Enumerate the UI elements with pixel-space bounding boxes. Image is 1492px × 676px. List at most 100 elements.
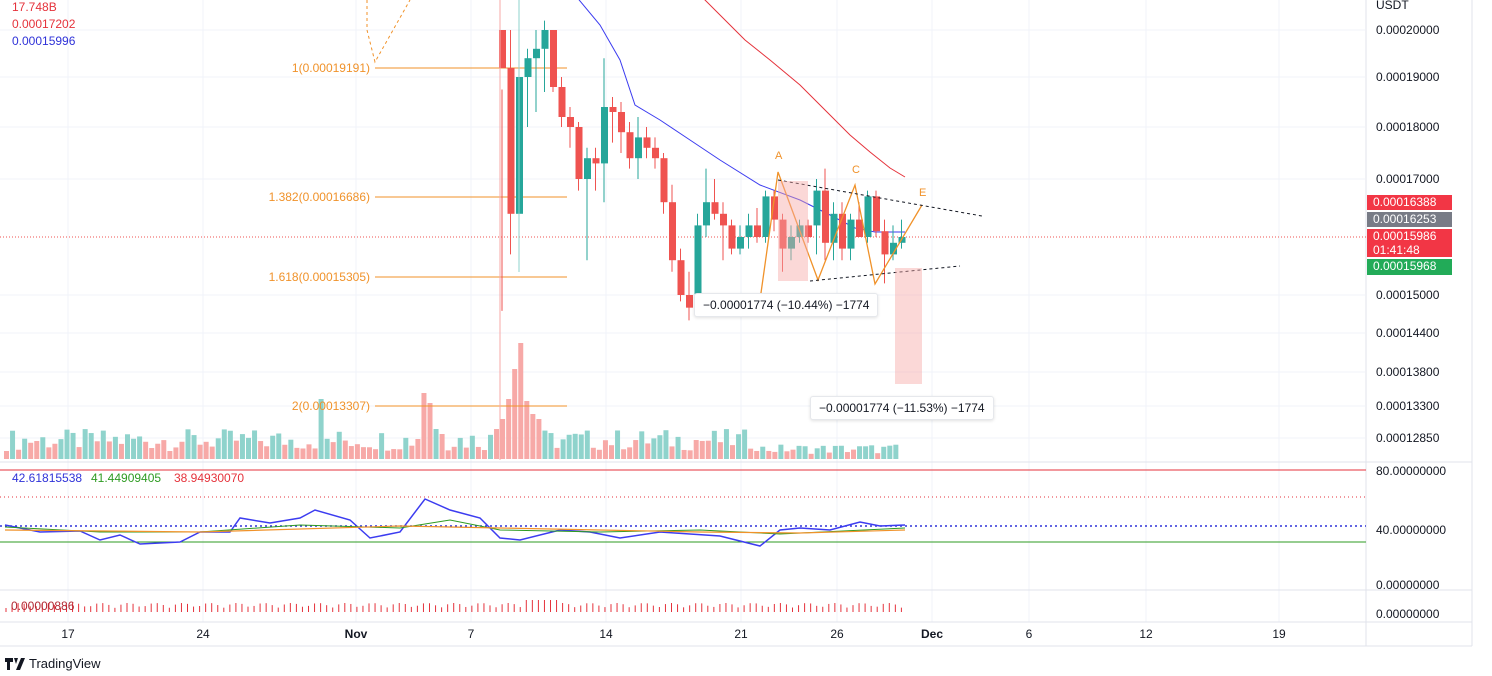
volume-bar — [445, 450, 451, 459]
measure-box-2[interactable]: −0.00001774 (−11.53%) −1774 — [810, 396, 994, 420]
volume-bar — [814, 448, 820, 459]
candle-body — [737, 237, 744, 249]
candle-body — [677, 260, 685, 295]
time-axis-tick: 6 — [1026, 627, 1033, 641]
volume-bar — [16, 449, 22, 459]
volume-bar — [118, 443, 124, 459]
candle-body — [626, 132, 634, 159]
legend-volume: 17.748B — [12, 0, 57, 14]
volume-bar — [258, 441, 264, 459]
candle-body — [703, 202, 710, 226]
time-axis-tick: 26 — [830, 627, 844, 641]
volume-bar — [875, 453, 881, 459]
price-axis-tick: 0.00017000 — [1376, 172, 1440, 186]
volume-bar — [179, 441, 185, 459]
brand-name: TradingView — [29, 656, 101, 671]
volume-bar — [560, 439, 566, 459]
volume-bar — [409, 445, 415, 459]
candle-body — [550, 30, 557, 87]
volume-bar — [330, 442, 336, 459]
candle-body — [813, 190, 821, 226]
volume-bar — [100, 430, 106, 459]
pattern-point-c: C — [852, 164, 860, 176]
candle-body — [881, 231, 889, 255]
volume-bar — [354, 444, 360, 459]
volume-bar — [58, 439, 64, 459]
triangle-upper-line — [777, 179, 983, 217]
last-price: 0.00015986 — [1373, 229, 1437, 243]
candle-body — [524, 58, 532, 77]
volume-bar — [530, 414, 536, 459]
candle-body — [779, 219, 787, 249]
volume-bar — [391, 449, 397, 459]
fib-anchor-line — [366, 0, 411, 64]
volume-bar — [669, 446, 675, 459]
volume-bar — [342, 440, 348, 459]
candle-body — [575, 127, 583, 179]
candle-body — [890, 242, 897, 255]
tradingview-logo[interactable]: TradingView — [5, 656, 101, 671]
price-tag-ma-fast: 0.00016253 — [1367, 212, 1452, 227]
volume-bar — [185, 429, 191, 459]
indicator-line-slow — [4, 525, 906, 534]
volume-bar — [379, 433, 385, 459]
volume-bar — [657, 435, 663, 459]
time-axis-tick: 21 — [734, 627, 748, 641]
fib-level-label: 1.382(0.00016686) — [269, 190, 370, 204]
indicator-line-main — [4, 498, 906, 547]
candles — [499, 20, 906, 321]
volume-bar — [536, 419, 542, 459]
volume-bar — [306, 444, 312, 459]
candle-body — [558, 87, 566, 117]
fib-level-label: 1(0.00019191) — [292, 61, 370, 75]
volume-bar — [760, 446, 766, 459]
volume-bar — [887, 445, 893, 459]
candle-body — [541, 30, 549, 49]
volume-bar — [566, 434, 572, 459]
candle-body — [720, 213, 727, 226]
candle-body — [864, 196, 872, 237]
volume-bar — [82, 429, 88, 459]
volume-bar — [663, 430, 669, 459]
fib-level-label: 1.618(0.00015305) — [269, 270, 370, 284]
indicator-value: 38.94930070 — [174, 471, 244, 485]
volume-bar — [318, 399, 324, 459]
volume-bar — [826, 452, 832, 459]
indicator-axis-tick: 0.00000000 — [1376, 578, 1440, 592]
volume-bar — [609, 445, 614, 459]
volume-bar — [173, 447, 179, 459]
volume-bar — [155, 443, 161, 459]
legend-ma-slow: 0.00017202 — [12, 17, 76, 31]
indicator-value: 41.44909405 — [91, 471, 161, 485]
candle-body — [898, 237, 906, 243]
candle-body — [584, 158, 591, 179]
price-axis-tick: 0.00012850 — [1376, 431, 1440, 445]
price-axis-tick: 0.00013800 — [1376, 365, 1440, 379]
volume-bar — [76, 447, 82, 459]
volume-bar — [621, 449, 627, 459]
candle-body — [609, 107, 617, 112]
volume-bar — [705, 440, 711, 459]
volume-bar — [227, 430, 233, 459]
volume-bar — [64, 429, 70, 459]
volume-bar — [596, 449, 602, 459]
volume-bar — [615, 430, 621, 459]
volume-bar — [34, 441, 40, 459]
volume-bar — [221, 429, 227, 459]
volume-bar — [143, 441, 149, 459]
candle-body — [499, 30, 506, 69]
volume-bar — [397, 449, 403, 459]
candle-body — [745, 225, 753, 237]
volume-bar — [288, 439, 294, 459]
volume-bar — [584, 430, 590, 459]
candle-body — [507, 68, 515, 214]
measure-box-1[interactable]: −0.00001774 (−10.44%) −1774 — [694, 293, 879, 317]
time-axis-tick: 19 — [1272, 627, 1286, 641]
volume-bar — [711, 430, 717, 459]
volume-bar — [270, 435, 276, 459]
volume-bar — [869, 445, 875, 459]
volume-bar — [131, 438, 137, 459]
volume-bar — [832, 445, 838, 459]
volume-bar — [215, 438, 221, 459]
